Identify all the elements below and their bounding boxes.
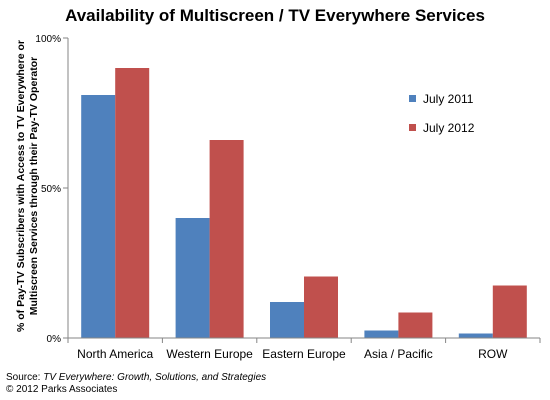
y-tick-label: 50%: [41, 184, 61, 195]
bar-july-2011-asia-pacific: [364, 330, 399, 338]
bar-july-2011-north-america: [81, 95, 116, 338]
source-line: Source: TV Everywhere: Growth, Solutions…: [6, 372, 266, 384]
bar-july-2012-eastern-europe: [304, 276, 338, 338]
y-tick-label: 0%: [47, 334, 62, 345]
legend: July 2011 July 2012: [409, 92, 475, 135]
x-tick-label: North America: [77, 347, 153, 361]
bar-july-2011-row: [458, 333, 493, 338]
x-tick-label: Asia / Pacific: [364, 347, 433, 361]
chart-title: Availability of Multiscreen / TV Everywh…: [65, 6, 485, 25]
source-note: Source: TV Everywhere: Growth, Solutions…: [6, 372, 266, 396]
legend-label-july-2012: July 2012: [423, 121, 475, 135]
bar-july-2012-western-europe: [209, 140, 244, 338]
legend-swatch-july-2012: [409, 124, 416, 131]
source-prefix: Source:: [6, 372, 44, 383]
legend-label-july-2011: July 2011: [423, 92, 474, 106]
x-tick-label: Western Europe: [166, 347, 253, 361]
x-tick-label: Eastern Europe: [262, 347, 346, 361]
bar-july-2012-asia-pacific: [398, 312, 433, 338]
copyright: © 2012 Parks Associates: [6, 384, 118, 395]
bars-group: [81, 68, 527, 338]
x-tick-label: ROW: [478, 347, 508, 361]
axes-group: North America Western Europe Eastern Europ…: [35, 34, 541, 361]
bar-july-2011-western-europe: [175, 218, 210, 338]
legend-swatch-july-2011: [409, 95, 416, 102]
source-title: TV Everywhere: Growth, Solutions, and St…: [43, 372, 267, 383]
bar-july-2012-north-america: [115, 68, 150, 338]
bar-july-2012-row: [492, 285, 527, 338]
bar-july-2011-eastern-europe: [270, 302, 304, 338]
y-tick-label: 100%: [35, 34, 61, 45]
